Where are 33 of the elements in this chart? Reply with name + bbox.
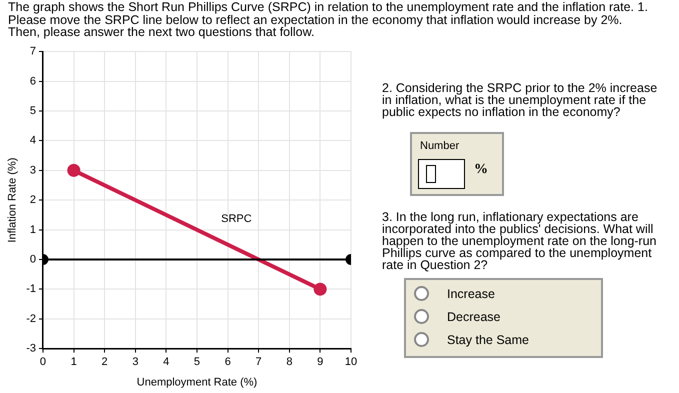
y-tick-label: 0 [30,254,36,266]
x-axis-title: Unemployment Rate (%) [136,376,258,388]
x-tick-label: 4 [163,356,170,368]
text: % [474,162,488,177]
y-tick-label: 1 [30,224,36,236]
x-tick-label: 2 [102,356,108,368]
y-tick-label: -2 [26,312,36,325]
y-axis-title: Inflation Rate (%) [6,158,19,243]
y-tick-label: 7 [30,46,36,58]
text: Stay the Same [447,332,529,346]
x-tick-label: 7 [256,356,262,368]
text: 3. In the long run, inflationary expectations are incorporated into the publics' decisions. What will happen to the unemployment rate on the long-run Phillips curve as compared to the unemployment rate in Question 2? [382,210,658,272]
y-tick-label: 3 [30,164,36,176]
series-label: SRPC [221,212,252,225]
x-tick-label: 9 [317,356,324,368]
x-tick-label: 5 [194,356,200,368]
text: Number [420,140,460,152]
x-tick-label: 10 [344,356,358,368]
x-tick-label: 6 [224,356,231,368]
y-tick-label: -3 [26,342,36,355]
y-tick-label: -1 [26,283,36,296]
y-tick-label: 5 [30,105,36,118]
x-tick-label: 1 [70,356,77,368]
x-tick-label: 0 [40,356,46,368]
x-tick-label: 8 [286,356,292,368]
text: 2. Considering the SRPC prior to the 2% increase in inflation, what is the unemployment rate if the public expects no inflation in the economy? [382,81,658,119]
x-tick-label: 3 [132,356,138,368]
chart-title: The graph shows the Short Run Phillips Curve (SRPC) in relation to the unemployment rate and the inflation rate. 1. Please move the SRPC line below to reflect an expectation in the economy that inflation would increase by 2%. Then, please answer the next two questions that follow. [8,0,648,39]
y-tick-label: 6 [30,75,36,88]
y-tick-label: 4 [30,134,36,147]
text: Decrease [447,310,500,324]
text: Increase [447,286,495,300]
y-tick-label: 2 [30,194,36,206]
